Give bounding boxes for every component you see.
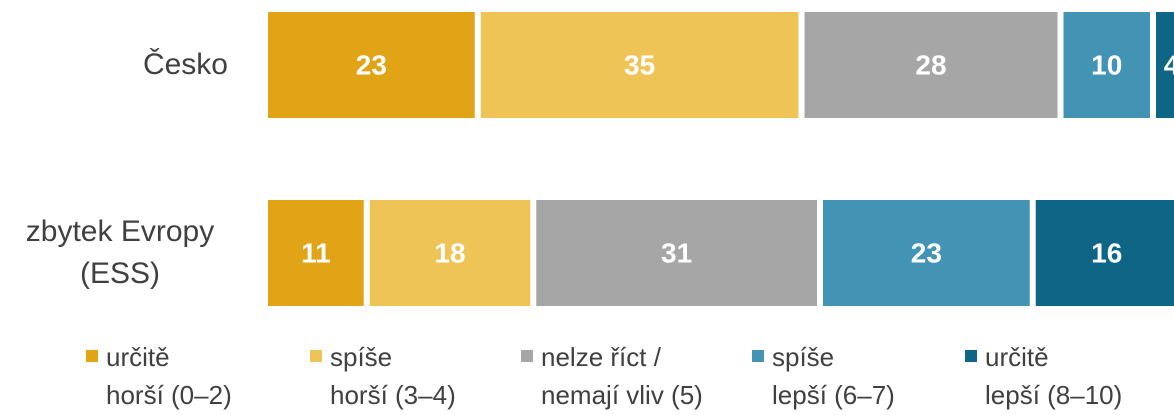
data-label: 23 xyxy=(911,237,942,268)
legend-entry: spíše horší (3–4) xyxy=(310,338,456,414)
data-label: 28 xyxy=(915,49,946,80)
legend-swatch xyxy=(965,350,977,362)
bar-segment xyxy=(480,12,799,118)
data-label: 18 xyxy=(434,237,465,268)
bar-segment xyxy=(536,200,817,306)
legend-entry: určitě lepší (8–10) xyxy=(965,338,1122,414)
data-label: 10 xyxy=(1091,49,1122,80)
legend-swatch xyxy=(521,350,533,362)
legend-entry: spíše lepší (6–7) xyxy=(752,338,895,414)
data-label: 31 xyxy=(661,237,692,268)
data-label: 4 xyxy=(1164,49,1174,80)
bar-segment xyxy=(1035,200,1174,306)
category-label: zbytek Evropy (ESS) xyxy=(25,215,215,290)
category-label: Česko xyxy=(142,48,228,81)
bar-segment xyxy=(804,12,1058,118)
data-label: 23 xyxy=(356,49,387,80)
legend-entry: nelze říct / nemají vliv (5) xyxy=(521,338,703,414)
data-label: 35 xyxy=(624,49,655,80)
data-label: 16 xyxy=(1091,237,1122,268)
bar-segment xyxy=(369,200,531,306)
bar-segment xyxy=(1156,12,1174,118)
data-label: 11 xyxy=(301,237,331,268)
legend-swatch xyxy=(86,350,98,362)
bar-segment xyxy=(268,12,475,118)
legend-swatch xyxy=(310,350,322,362)
legend-entry: určitě horší (0–2) xyxy=(86,338,232,414)
legend-swatch xyxy=(752,350,764,362)
bar-segment xyxy=(1063,12,1150,118)
bar-segment xyxy=(823,200,1030,306)
bar-segment xyxy=(268,200,364,306)
